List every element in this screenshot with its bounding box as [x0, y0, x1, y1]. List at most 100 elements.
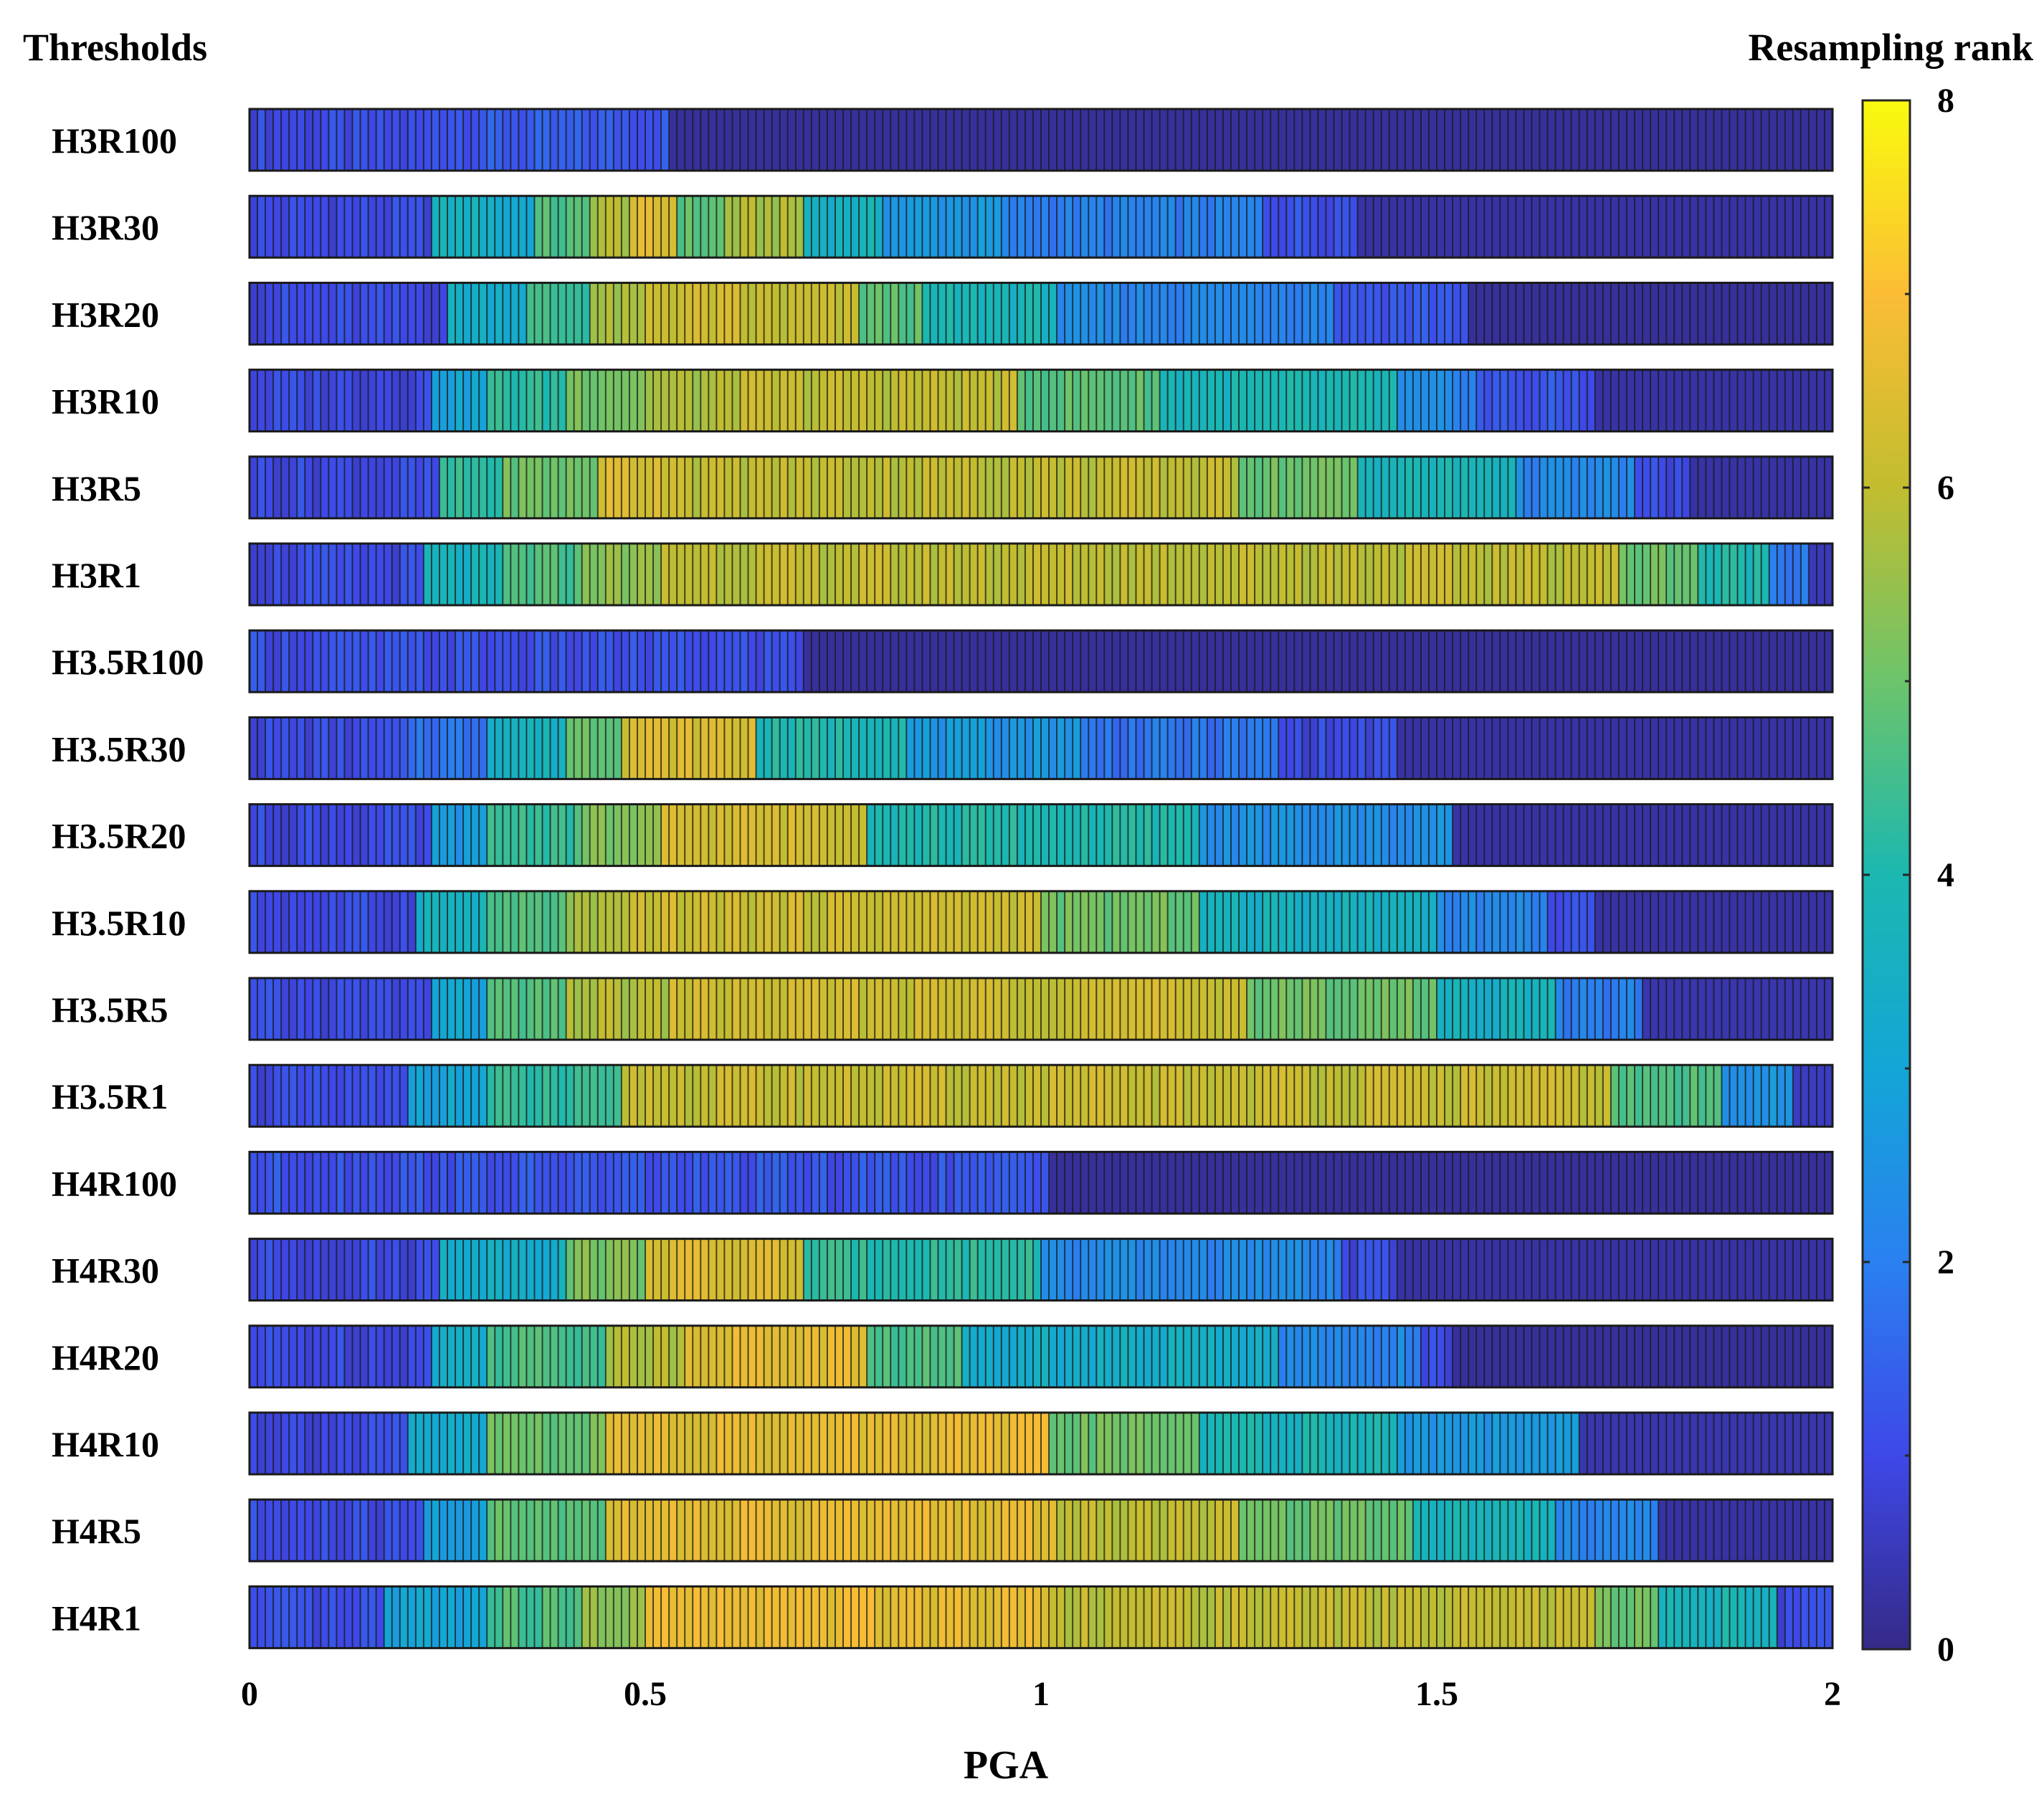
heatmap-cell [1484, 369, 1493, 432]
heatmap-cell [352, 369, 361, 432]
heatmap-cell [1009, 283, 1018, 345]
heatmap-row: H3.5R20 [52, 803, 1834, 868]
heatmap-cell [1563, 978, 1572, 1040]
heatmap-cell [906, 544, 915, 605]
heatmap-cell [257, 978, 266, 1040]
heatmap-cell [1326, 804, 1334, 866]
heatmap-cell [384, 978, 393, 1040]
heatmap-cell [558, 1152, 566, 1214]
heatmap-cell [1618, 109, 1627, 171]
heatmap-cell [819, 544, 828, 605]
heatmap-cell [1445, 283, 1453, 345]
heatmap-cell [985, 283, 994, 345]
heatmap-cell [1404, 109, 1414, 171]
heatmap-cell [1349, 1152, 1358, 1214]
heatmap-cell [289, 978, 298, 1040]
heatmap-cell [487, 109, 495, 171]
heatmap-cell [1214, 283, 1224, 345]
heatmap-cell [1239, 1152, 1247, 1214]
heatmap-cell [1571, 369, 1580, 432]
heatmap-cell [407, 109, 417, 171]
heatmap-cell [589, 978, 599, 1040]
heatmap-cell [1104, 891, 1113, 953]
heatmap-cell [1183, 630, 1192, 693]
heatmap-cell [1524, 544, 1532, 605]
heatmap-cell [463, 1065, 472, 1127]
heatmap-cell [961, 1065, 970, 1127]
heatmap-cell [1500, 109, 1508, 171]
heatmap-cell [1666, 544, 1675, 605]
heatmap-cell [1468, 283, 1477, 345]
heatmap-cell [542, 804, 551, 866]
heatmap-cell [589, 544, 599, 605]
heatmap-cell [597, 456, 607, 518]
heatmap-cell [1230, 978, 1240, 1040]
heatmap-cell [1151, 804, 1160, 866]
heatmap-cell [1610, 978, 1620, 1040]
heatmap-cell [1547, 456, 1556, 518]
heatmap-cell [1373, 456, 1382, 518]
heatmap-cell [1136, 804, 1144, 866]
heatmap-cell [914, 630, 923, 693]
heatmap-cell [1737, 544, 1746, 605]
heatmap-cell [1635, 369, 1643, 432]
heatmap-cell [1136, 891, 1144, 953]
heatmap-cell [542, 1152, 551, 1214]
heatmap-cell [1373, 196, 1382, 258]
heatmap-cell [1214, 544, 1224, 605]
heatmap-cell [1808, 978, 1817, 1040]
heatmap-cell [827, 804, 836, 866]
heatmap-cell [1618, 717, 1627, 779]
heatmap-cell [1230, 1152, 1240, 1214]
heatmap-cell [495, 978, 503, 1040]
heatmap-cell [1524, 456, 1532, 518]
heatmap-cell [249, 891, 258, 953]
heatmap-cell [1294, 630, 1303, 693]
heatmap-cell [756, 283, 764, 345]
heatmap-cell [455, 1065, 464, 1127]
heatmap-cell [1389, 456, 1398, 518]
heatmap-cell [1009, 978, 1018, 1040]
heatmap-cell [1674, 369, 1683, 432]
heatmap-cell [1618, 369, 1627, 432]
heatmap-cell [1151, 630, 1160, 693]
heatmap-cell [1453, 109, 1461, 171]
heatmap-cell [1397, 369, 1406, 432]
heatmap-cell [1041, 369, 1050, 432]
heatmap-cell [859, 978, 867, 1040]
heatmap-cell [1318, 1152, 1326, 1214]
heatmap-cell [803, 978, 812, 1040]
heatmap-cell [1255, 544, 1263, 605]
heatmap-cell [708, 1152, 717, 1214]
row-label: H3.5R30 [52, 729, 186, 769]
heatmap-cell [1658, 283, 1667, 345]
heatmap-cell [1445, 1152, 1453, 1214]
heatmap-cell [1674, 891, 1683, 953]
heatmap-cell [946, 891, 954, 953]
heatmap-cell [249, 283, 258, 345]
heatmap-cell [1151, 283, 1160, 345]
heatmap-cell [1073, 456, 1081, 518]
heatmap-cell [1310, 456, 1318, 518]
heatmap-cell [558, 630, 566, 693]
heatmap-cell [1666, 630, 1675, 693]
heatmap-cell [1381, 1152, 1390, 1214]
heatmap-cell [1207, 1152, 1216, 1214]
heatmap-cell [993, 283, 1002, 345]
heatmap-cell [1579, 804, 1588, 866]
heatmap-cell [740, 109, 748, 171]
heatmap-cell [1073, 717, 1081, 779]
row-border [248, 542, 1834, 607]
heatmap-cell [1618, 1065, 1627, 1127]
heatmap-cell [724, 544, 733, 605]
heatmap-cell [423, 109, 432, 171]
heatmap-cell [1508, 630, 1516, 693]
heatmap-cell [1009, 1065, 1018, 1127]
heatmap-cell [1531, 369, 1540, 432]
heatmap-cell [581, 196, 591, 258]
heatmap-cell [1104, 1152, 1113, 1214]
heatmap-cell [1080, 978, 1089, 1040]
heatmap-cell [391, 1065, 401, 1127]
heatmap-cell [384, 283, 393, 345]
heatmap-cell [503, 456, 511, 518]
